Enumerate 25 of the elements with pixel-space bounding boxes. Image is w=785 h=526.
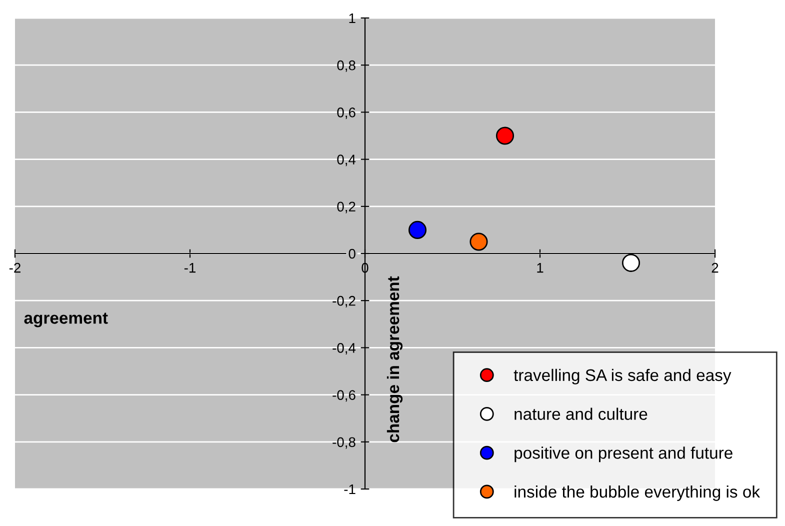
legend-label: inside the bubble everything is ok (514, 485, 760, 501)
x-axis-title: agreement (24, 312, 108, 328)
x-tick-label: 2 (712, 262, 718, 273)
point (496, 126, 514, 145)
point (470, 232, 488, 251)
x-tick-label: -1 (184, 263, 196, 273)
x-tick-label: -2 (9, 262, 20, 273)
y-tick-label: -0,4 (332, 343, 356, 355)
y-tick-label: 1 (349, 13, 356, 24)
legend-label: travelling SA is safe and easy (514, 368, 732, 384)
point (408, 220, 427, 239)
y-axis-title: change in agreement (386, 276, 403, 442)
legend-label: positive on present and future (514, 446, 732, 462)
y-tick-label: 0,2 (337, 202, 356, 214)
point (622, 254, 640, 272)
y-tick-label: 0,4 (337, 154, 356, 166)
y-tick-label: 0,6 (337, 108, 356, 120)
y-tick-label: 0,8 (337, 60, 356, 72)
legend-label: nature and culture (514, 408, 648, 420)
y-tick-label: 0 (348, 248, 356, 259)
y-tick-label: -0,8 (332, 437, 356, 449)
y-tick-label: -0,2 (332, 296, 356, 308)
x-tick-label: 1 (537, 263, 544, 273)
y-tick-label: -0,6 (332, 390, 356, 402)
y-tick-label: -1 (344, 484, 356, 494)
